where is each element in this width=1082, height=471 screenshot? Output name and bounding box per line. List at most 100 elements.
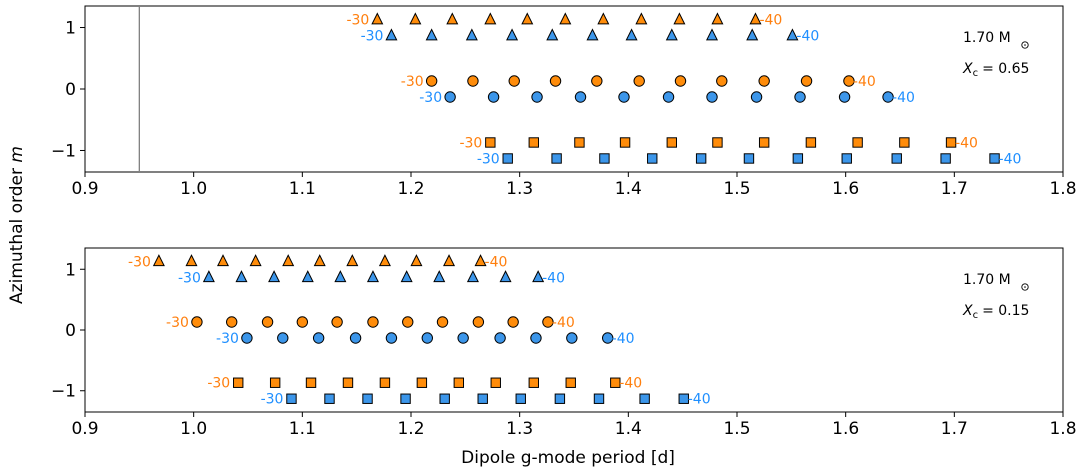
mass-annotation: 1.70 M bbox=[963, 30, 1011, 46]
square-marker bbox=[593, 393, 605, 404]
square-marker bbox=[439, 393, 450, 404]
series-end-label: -40 bbox=[853, 74, 876, 90]
circle-marker bbox=[530, 332, 542, 344]
square-marker bbox=[712, 137, 723, 148]
square-marker bbox=[743, 153, 755, 164]
sun-symbol-dot bbox=[1024, 44, 1026, 46]
triangle-marker bbox=[313, 254, 326, 267]
circle-marker bbox=[601, 332, 614, 344]
square-marker bbox=[891, 153, 902, 164]
triangle-marker bbox=[185, 254, 198, 267]
triangle-marker bbox=[635, 12, 648, 25]
square-marker bbox=[805, 137, 817, 148]
circle-marker bbox=[472, 316, 485, 328]
circle-marker bbox=[494, 332, 506, 344]
series-start-label: -30 bbox=[346, 13, 369, 29]
triangle-marker bbox=[705, 28, 719, 41]
circle-marker bbox=[226, 316, 238, 328]
x-tick-label: 1.5 bbox=[723, 179, 750, 199]
triangle-marker bbox=[586, 28, 599, 41]
triangle-marker bbox=[378, 254, 391, 267]
circle-marker bbox=[574, 91, 587, 103]
xc-annotation: Xc = 0.15 bbox=[962, 303, 1029, 321]
square-marker bbox=[945, 137, 957, 148]
circle-marker bbox=[800, 75, 813, 87]
y-tick-label: 1 bbox=[65, 19, 76, 39]
triangle-marker bbox=[465, 28, 478, 41]
x-tick-label: 1.3 bbox=[506, 419, 533, 439]
series-end-label: -40 bbox=[999, 151, 1022, 167]
triangle-marker bbox=[499, 270, 512, 283]
triangle-marker bbox=[665, 28, 678, 41]
y-tick-label: −1 bbox=[51, 141, 76, 161]
circle-marker bbox=[674, 75, 687, 87]
triangle-marker bbox=[466, 270, 479, 283]
square-marker bbox=[416, 377, 428, 388]
x-tick-label: 1.0 bbox=[180, 179, 207, 199]
square-marker bbox=[610, 377, 621, 388]
triangle-marker bbox=[443, 254, 456, 267]
triangle-marker bbox=[385, 28, 398, 41]
circle-marker bbox=[531, 91, 543, 103]
square-marker bbox=[515, 393, 526, 404]
circle-marker bbox=[758, 75, 770, 87]
y-tick-label: −1 bbox=[51, 382, 76, 402]
circle-marker bbox=[467, 75, 479, 87]
series-start-label: -30 bbox=[477, 151, 500, 167]
circle-marker bbox=[662, 91, 675, 103]
triangle-marker bbox=[410, 254, 423, 267]
triangle-marker bbox=[474, 254, 487, 267]
square-marker bbox=[342, 377, 354, 388]
triangle-marker bbox=[521, 12, 534, 25]
triangle-marker bbox=[711, 12, 724, 25]
square-marker bbox=[528, 137, 539, 148]
circle-marker bbox=[882, 91, 894, 103]
square-marker bbox=[666, 137, 677, 148]
plot-frame bbox=[84, 5, 1064, 173]
circle-marker bbox=[843, 75, 855, 87]
triangle-marker bbox=[673, 12, 686, 25]
series-end-label: -40 bbox=[619, 376, 642, 392]
x-tick-label: 0.9 bbox=[71, 179, 98, 199]
x-tick-label: 1.4 bbox=[615, 419, 642, 439]
series-end-label: -40 bbox=[485, 254, 508, 270]
x-tick-label: 1.7 bbox=[941, 419, 968, 439]
xc-annotation: Xc = 0.65 bbox=[962, 61, 1029, 79]
series-end-label: -40 bbox=[955, 135, 978, 151]
series-start-label: -30 bbox=[178, 270, 201, 286]
square-marker bbox=[477, 393, 488, 404]
triangle-marker bbox=[425, 28, 438, 41]
series-end-label: -40 bbox=[892, 90, 915, 106]
circle-marker bbox=[838, 91, 851, 103]
square-marker bbox=[574, 137, 585, 148]
square-marker bbox=[678, 393, 689, 404]
triangle-marker bbox=[506, 28, 519, 41]
series-end-label: -40 bbox=[759, 13, 782, 29]
circle-marker bbox=[277, 332, 289, 344]
triangle-marker bbox=[559, 12, 572, 25]
square-marker bbox=[899, 137, 910, 148]
bottom-panel: 0.9 1.0 1.1 1.2 1.3 1.4 1.5 1.6 1.7 1.8 1 0 −1 -30 -40… bbox=[51, 247, 1077, 439]
circle-marker bbox=[261, 316, 274, 328]
circle-marker bbox=[508, 75, 520, 87]
triangle-marker bbox=[409, 12, 422, 25]
series-end-label: -40 bbox=[796, 29, 819, 45]
top-panel: 0.9 1.0 1.1 1.2 1.3 1.4 1.5 1.6 1.7 1.8 1 0 −1 -30 -40… bbox=[51, 5, 1077, 199]
sun-symbol-dot bbox=[1024, 286, 1026, 288]
triangle-marker bbox=[346, 254, 359, 267]
circle-marker bbox=[331, 316, 343, 328]
series-end-label: -40 bbox=[688, 392, 711, 408]
series-start-label: -30 bbox=[207, 376, 230, 392]
square-marker bbox=[940, 153, 951, 164]
series-start-label: -30 bbox=[419, 90, 442, 106]
square-marker bbox=[490, 377, 501, 388]
triangle-marker bbox=[749, 12, 762, 25]
y-tick-label: 0 bbox=[65, 321, 76, 341]
series-start-label: -30 bbox=[128, 254, 151, 270]
triangle-marker bbox=[366, 270, 379, 283]
circle-marker bbox=[487, 91, 500, 103]
square-marker bbox=[453, 377, 465, 388]
circle-marker bbox=[436, 316, 449, 328]
mass-annotation: 1.70 M bbox=[963, 272, 1011, 288]
series-start-label: -30 bbox=[459, 135, 482, 151]
